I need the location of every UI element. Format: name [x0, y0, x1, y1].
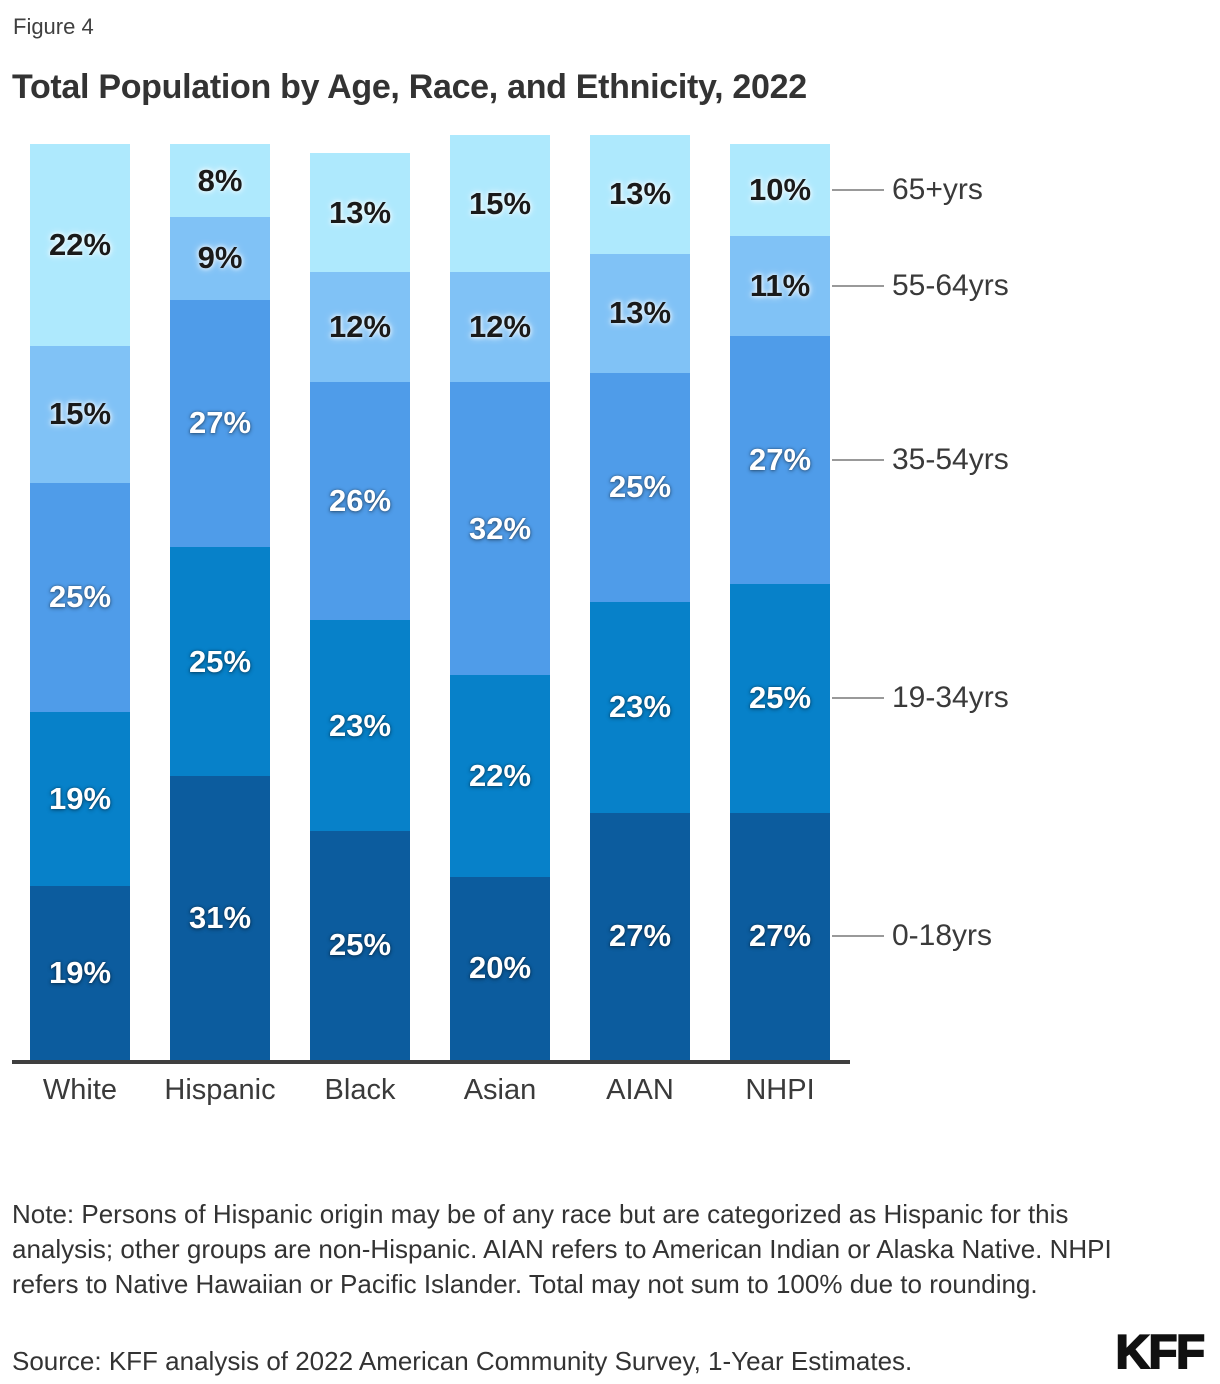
bar-asian: 15% 12% 32% 22% 20%	[450, 134, 550, 1060]
segment-value-label: 11%	[749, 267, 811, 303]
segment-value-label: 25%	[748, 680, 812, 716]
age-band-label-65+yrs: 65+yrs	[892, 172, 983, 206]
segment-aian-35-54yrs: 25%	[590, 372, 690, 602]
segment-value-label: 25%	[608, 469, 672, 505]
segment-value-label: 23%	[328, 707, 392, 743]
segment-value-label: 27%	[188, 405, 252, 441]
segment-aian-65+yrs: 13%	[590, 134, 690, 254]
plot-area: 22% 15% 25% 19% 19% White 8% 9% 27% 25% 31% Hispani…	[12, 134, 1009, 1106]
age-band-label-0-18yrs: 0-18yrs	[892, 919, 993, 953]
segment-value-label: 32%	[468, 510, 532, 546]
tick-line-19-34yrs	[832, 697, 884, 700]
segment-value-label: 27%	[748, 442, 812, 477]
segment-value-label: 25%	[188, 643, 252, 679]
segment-value-label: 12%	[468, 309, 532, 345]
x-axis-label-white: White	[42, 1074, 118, 1106]
segment-hispanic-65+yrs: 8%	[170, 144, 270, 218]
segment-value-label: 10%	[748, 171, 812, 207]
segment-white-65+yrs: 22%	[30, 144, 130, 346]
segment-hispanic-55-64yrs: 9%	[170, 217, 270, 300]
segment-value-label: 31%	[188, 899, 252, 935]
segment-white-55-64yrs: 15%	[30, 345, 130, 483]
note-text: Note: Persons of Hispanic origin may be …	[12, 1199, 1112, 1299]
age-band-label-55-64yrs: 55-64yrs	[892, 268, 1009, 302]
segment-value-label: 15%	[48, 396, 112, 432]
segment-asian-35-54yrs: 32%	[450, 382, 550, 676]
segment-black-0-18yrs: 25%	[310, 830, 410, 1060]
x-axis-line	[12, 1060, 850, 1064]
source-text: Source: KFF analysis of 2022 American Co…	[12, 1346, 913, 1376]
segment-value-label: 23%	[608, 689, 672, 725]
tick-line-55-64yrs	[832, 284, 884, 287]
segment-nhpi-55-64yrs: 11%	[730, 235, 830, 337]
segment-aian-55-64yrs: 13%	[590, 253, 690, 373]
segment-hispanic-19-34yrs: 25%	[170, 547, 270, 777]
segment-white-35-54yrs: 25%	[30, 482, 130, 712]
segment-black-55-64yrs: 12%	[310, 272, 410, 383]
segment-nhpi-0-18yrs: 27%	[730, 812, 830, 1060]
segment-value-label: 13%	[328, 194, 392, 230]
x-axis-label-black: Black	[324, 1074, 396, 1106]
segment-value-label: 22%	[48, 226, 112, 262]
age-band-label-35-54yrs: 35-54yrs	[892, 443, 1009, 477]
bar-nhpi: 10% 11% 27% 25% 27%	[730, 144, 830, 1060]
segment-white-0-18yrs: 19%	[30, 885, 130, 1060]
segment-aian-19-34yrs: 23%	[590, 601, 690, 813]
segment-hispanic-0-18yrs: 31%	[170, 776, 270, 1060]
x-axis-label-aian: AIAN	[606, 1074, 674, 1106]
segment-value-label: 19%	[48, 780, 112, 816]
segment-value-label: 13%	[608, 295, 672, 331]
bar-black: 13% 12% 26% 23% 25%	[310, 153, 410, 1060]
segment-value-label: 26%	[328, 483, 392, 519]
segment-value-label: 9%	[197, 240, 243, 276]
segment-value-label: 27%	[748, 918, 812, 954]
segment-value-label: 22%	[468, 757, 532, 793]
segment-value-label: 27%	[608, 918, 672, 954]
segment-black-19-34yrs: 23%	[310, 620, 410, 831]
segment-black-35-54yrs: 26%	[310, 382, 410, 621]
segment-white-19-34yrs: 19%	[30, 711, 130, 886]
figure-label: Figure 4	[13, 14, 94, 39]
segment-value-label: 15%	[468, 185, 532, 221]
segment-nhpi-19-34yrs: 25%	[730, 583, 830, 813]
segment-nhpi-35-54yrs: 27%	[730, 336, 830, 584]
age-band-label-19-34yrs: 19-34yrs	[892, 681, 1009, 715]
tick-line-0-18yrs	[832, 935, 884, 938]
segment-asian-0-18yrs: 20%	[450, 876, 550, 1060]
segment-value-label: 20%	[468, 950, 532, 986]
segment-asian-19-34yrs: 22%	[450, 675, 550, 877]
bar-white: 22% 15% 25% 19% 19%	[30, 144, 130, 1060]
segment-value-label: 25%	[48, 579, 112, 615]
segment-aian-0-18yrs: 27%	[590, 812, 690, 1060]
bar-aian: 13% 13% 25% 23% 27%	[590, 134, 690, 1060]
segment-value-label: 8%	[197, 162, 243, 198]
segment-nhpi-65+yrs: 10%	[730, 144, 830, 236]
segment-hispanic-35-54yrs: 27%	[170, 299, 270, 548]
segment-value-label: 19%	[48, 954, 112, 990]
bar-hispanic: 8% 9% 27% 25% 31%	[170, 144, 270, 1060]
tick-line-35-54yrs	[832, 459, 884, 462]
segment-value-label: 13%	[608, 176, 672, 212]
page-title: Total Population by Age, Race, and Ethni…	[12, 68, 807, 106]
segment-asian-65+yrs: 15%	[450, 134, 550, 273]
kff-logo: KFF	[1115, 1324, 1206, 1379]
segment-black-65+yrs: 13%	[310, 153, 410, 273]
tick-line-65+yrs	[832, 188, 884, 191]
segment-value-label: 12%	[328, 309, 392, 345]
segment-asian-55-64yrs: 12%	[450, 272, 550, 383]
x-axis-label-asian: Asian	[463, 1074, 537, 1106]
segment-value-label: 25%	[328, 927, 392, 963]
x-axis-label-hispanic: Hispanic	[164, 1074, 276, 1106]
x-axis-label-nhpi: NHPI	[745, 1074, 815, 1106]
